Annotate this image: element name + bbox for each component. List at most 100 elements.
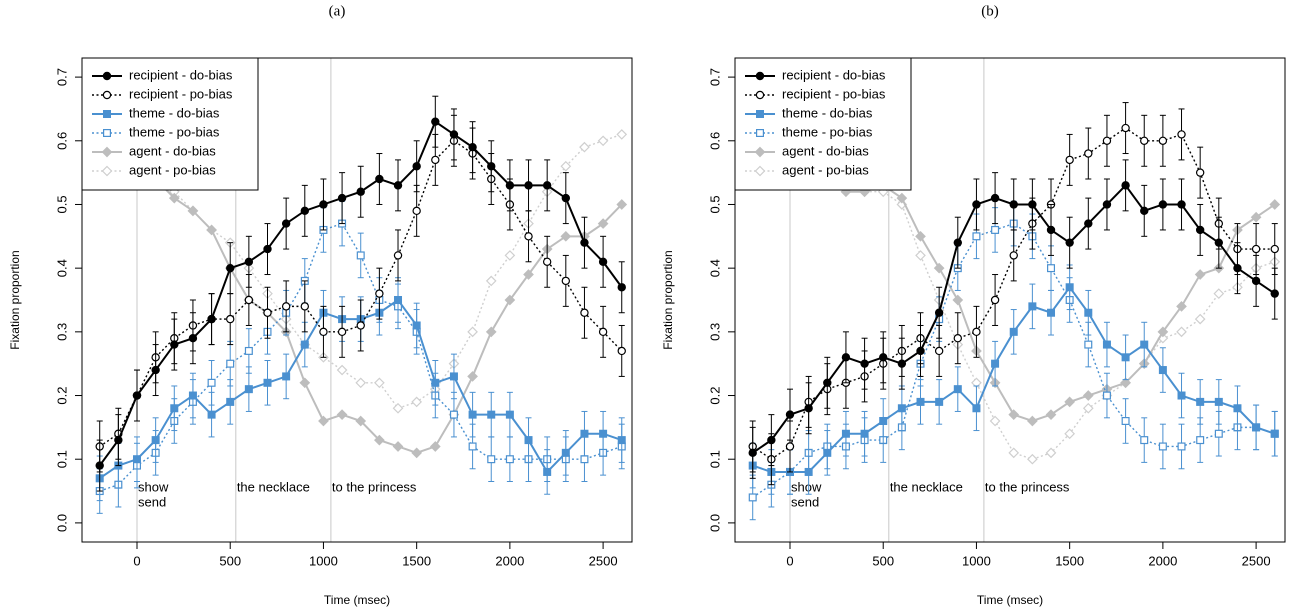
point: [1084, 149, 1093, 158]
point: [990, 295, 1000, 305]
point: [244, 257, 254, 266]
point: [375, 289, 384, 298]
point: [1121, 123, 1130, 133]
point: [1214, 238, 1224, 247]
point: [1213, 288, 1225, 299]
point: [394, 296, 403, 305]
x-tick-label: 1500: [402, 553, 431, 568]
point: [467, 371, 478, 382]
point: [1269, 199, 1281, 210]
point: [151, 365, 160, 375]
point: [226, 263, 235, 273]
point: [281, 219, 291, 228]
point: [616, 129, 628, 140]
point: [114, 435, 123, 445]
point: [412, 321, 421, 330]
point: [392, 441, 404, 452]
point: [244, 346, 253, 355]
point: [598, 257, 608, 266]
event-label: show: [791, 479, 822, 494]
legend-label: recipient - do-bias: [129, 67, 233, 82]
legend-label: theme - do-bias: [129, 105, 220, 120]
point: [151, 436, 160, 445]
y-tick-label: 0.1: [707, 450, 722, 468]
legend-marker: [102, 90, 112, 100]
point: [188, 334, 198, 343]
plot-frame: [734, 57, 1286, 543]
point: [953, 385, 962, 394]
point: [1065, 283, 1074, 292]
point: [487, 162, 496, 171]
point: [1009, 327, 1018, 336]
point: [1140, 206, 1149, 216]
legend-marker: [755, 90, 765, 100]
point: [449, 410, 458, 419]
legend-marker: [755, 71, 765, 81]
point: [1177, 130, 1186, 139]
point: [337, 193, 347, 203]
x-tick-label: 1000: [962, 553, 991, 568]
point: [375, 174, 384, 184]
point: [504, 250, 516, 261]
point: [374, 434, 385, 446]
point: [1047, 264, 1056, 273]
point: [785, 442, 795, 451]
point: [412, 206, 421, 216]
point: [431, 155, 440, 165]
y-tick-label: 0.3: [707, 323, 722, 341]
point: [244, 295, 254, 305]
point: [617, 436, 626, 445]
point: [1196, 397, 1205, 406]
point: [244, 385, 253, 394]
point: [1121, 353, 1130, 362]
point: [1008, 447, 1020, 459]
point: [504, 294, 516, 306]
x-tick-label: 1000: [309, 553, 338, 568]
point: [449, 372, 458, 381]
panel-title: (a): [329, 3, 346, 19]
point: [1196, 436, 1205, 445]
point: [355, 377, 367, 389]
point: [1252, 423, 1261, 432]
y-axis-label: Fixation proportion: [661, 250, 675, 349]
point: [356, 321, 365, 330]
point: [1233, 404, 1242, 413]
point: [319, 327, 328, 337]
y-tick-label: 0.2: [54, 386, 69, 404]
point: [1046, 225, 1056, 235]
legend-marker: [101, 146, 113, 158]
point: [972, 327, 981, 337]
point: [299, 377, 311, 389]
point: [1177, 200, 1186, 209]
point: [1158, 366, 1167, 375]
x-tick-label: 2500: [589, 553, 618, 568]
point: [1008, 409, 1020, 420]
point: [263, 244, 272, 254]
point: [823, 448, 832, 457]
legend-label: agent - po-bias: [129, 162, 216, 177]
point: [1177, 391, 1186, 400]
point: [916, 397, 925, 406]
point: [897, 404, 906, 413]
point: [207, 378, 216, 387]
point: [1120, 377, 1131, 389]
point: [487, 455, 496, 464]
x-axis-label: Time (msec): [324, 593, 390, 607]
point: [206, 224, 217, 236]
point: [560, 160, 572, 172]
event-label: the necklace: [890, 479, 963, 494]
legend-label: recipient - po-bias: [782, 86, 886, 101]
point: [1045, 409, 1057, 420]
point: [785, 410, 795, 419]
x-tick-label: 500: [219, 553, 241, 568]
point: [598, 327, 608, 337]
y-tick-label: 0.5: [707, 195, 722, 213]
point: [168, 192, 180, 204]
event-label: to the princess: [985, 479, 1070, 494]
point: [449, 130, 459, 139]
x-tick-label: 2000: [495, 553, 524, 568]
point: [1195, 168, 1205, 177]
point: [560, 230, 572, 242]
point: [916, 346, 925, 356]
point: [1214, 429, 1223, 438]
